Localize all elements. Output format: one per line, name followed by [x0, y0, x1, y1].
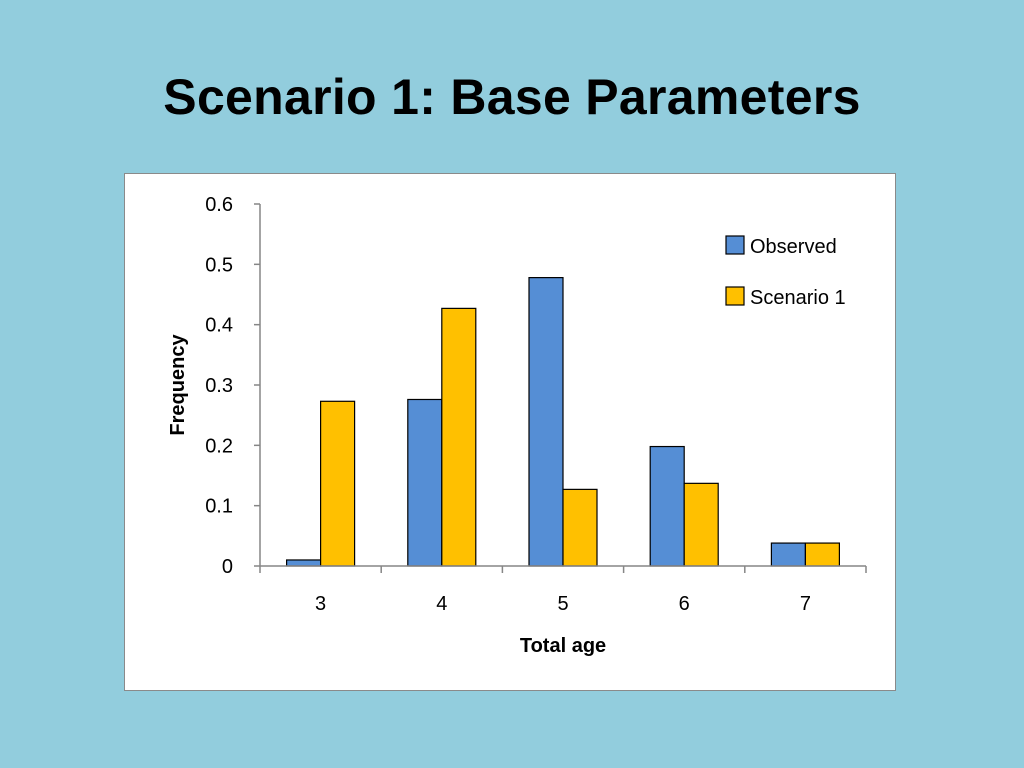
bar-observed-4 [407, 398, 443, 567]
bar-observed-6 [649, 445, 685, 567]
legend-swatch-observed [725, 235, 745, 255]
bar-observed-5 [528, 277, 564, 567]
x-tick-label: 5 [557, 593, 568, 615]
x-tick-label: 3 [315, 593, 326, 615]
y-axis-title: Frequency [167, 334, 189, 436]
x-tick-label: 7 [800, 593, 811, 615]
y-tick-label: 0 [222, 556, 233, 578]
bar-observed-7 [770, 542, 807, 567]
legend: Observed Scenario 1 [725, 235, 846, 309]
y-tick-label: 0.1 [205, 496, 233, 518]
bar-scenario-1-5 [562, 488, 598, 567]
y-tick-label: 0.4 [205, 315, 233, 337]
bar-observed-3 [286, 559, 322, 567]
legend-label-scenario-1: Scenario 1 [750, 287, 846, 309]
y-tick-label: 0.6 [205, 194, 233, 216]
bar-scenario-1-4 [441, 307, 477, 567]
bar-scenario-1-6 [683, 482, 719, 567]
x-axis-title: Total age [520, 635, 606, 657]
legend-swatch-scenario-1 [725, 286, 745, 306]
slide-title: Scenario 1: Base Parameters [163, 69, 861, 125]
y-tick-label: 0.2 [205, 435, 233, 457]
x-tick-label: 4 [436, 593, 447, 615]
y-tick-label: 0.5 [205, 254, 233, 276]
bar-scenario-1-7 [804, 542, 841, 567]
bars-group [286, 277, 841, 567]
bar-scenario-1-3 [320, 400, 356, 567]
legend-label-observed: Observed [750, 236, 837, 258]
y-tick-label: 0.3 [205, 375, 233, 397]
chart-frame [124, 173, 896, 691]
x-tick-label: 6 [679, 593, 690, 615]
axes-group: 0 0.1 0.2 0.3 0.4 0.5 0.6 3 4 5 6 7 [205, 194, 867, 615]
